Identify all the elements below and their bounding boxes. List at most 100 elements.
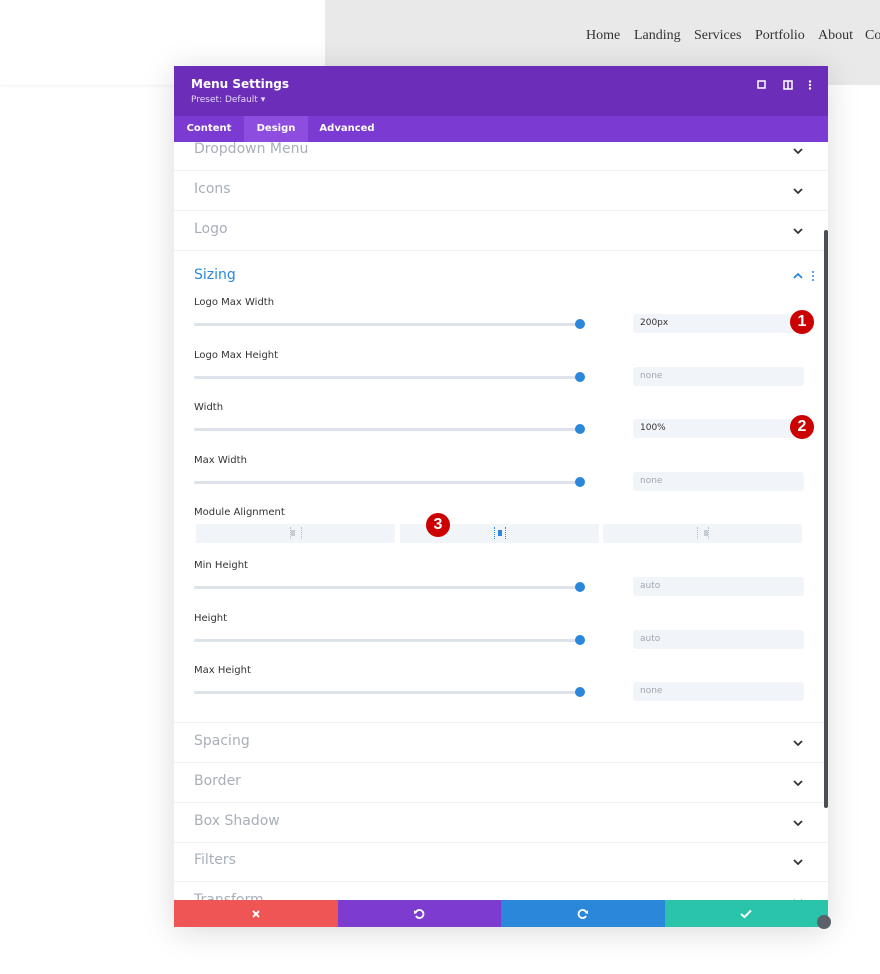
- value-input[interactable]: 200px: [633, 314, 804, 333]
- slider-track[interactable]: [194, 586, 580, 589]
- check-icon: [740, 909, 752, 918]
- callout-badge: 2: [790, 415, 814, 439]
- field-label: Max Height: [194, 665, 251, 677]
- section-title[interactable]: Filters: [194, 852, 236, 868]
- alignment-button[interactable]: [400, 524, 599, 544]
- divider: [174, 170, 828, 171]
- chevron[interactable]: [793, 780, 803, 786]
- value-input[interactable]: 100%: [633, 419, 804, 439]
- field-label: Logo Max Width: [194, 297, 275, 308]
- preset-label[interactable]: Preset: Default: [191, 95, 258, 105]
- alignment-button[interactable]: [603, 524, 802, 544]
- section-title[interactable]: Logo: [194, 221, 228, 237]
- section-title[interactable]: Border: [194, 773, 241, 789]
- tab[interactable]: Content: [186, 123, 232, 134]
- callout-badge: 3: [426, 513, 450, 537]
- divider: [174, 250, 828, 251]
- section-title[interactable]: Dropdown Menu: [194, 141, 309, 157]
- modal-header: Menu Settings Preset: Default ▾: [174, 66, 828, 116]
- section-title[interactable]: Box Shadow: [194, 813, 280, 829]
- field-label: Logo Max Height: [194, 349, 279, 361]
- divider: [174, 210, 828, 211]
- section-menu-dot[interactable]: [812, 279, 814, 281]
- divider: [174, 842, 828, 843]
- field-label: Width: [194, 402, 224, 414]
- close-icon: [252, 909, 260, 918]
- field-label: Height: [194, 612, 228, 624]
- modal-title: Menu Settings: [191, 77, 289, 91]
- footer: [174, 900, 828, 927]
- callout-badge: 1: [790, 310, 814, 334]
- chevron[interactable]: [793, 228, 803, 234]
- alignment-bar: [704, 530, 708, 537]
- slider-knob[interactable]: [575, 687, 585, 698]
- more-dot[interactable]: [808, 80, 812, 83]
- resize-handle[interactable]: [817, 915, 831, 929]
- divider: [174, 881, 828, 882]
- divider: [174, 762, 828, 763]
- slider-track[interactable]: [194, 428, 580, 432]
- slider-knob[interactable]: [575, 634, 585, 645]
- field-label: Min Height: [194, 560, 248, 571]
- slider-track[interactable]: [194, 691, 580, 695]
- value-input[interactable]: none: [633, 366, 804, 386]
- value-input[interactable]: auto: [633, 577, 804, 596]
- alignment-bar: [291, 530, 295, 537]
- alignment-icon: [697, 527, 709, 540]
- chevron[interactable]: [793, 273, 803, 279]
- nav-link[interactable]: About: [818, 28, 853, 43]
- slider-knob[interactable]: [575, 371, 585, 382]
- preset[interactable]: Preset: Default ▾: [191, 95, 266, 105]
- nav-link[interactable]: Services: [694, 28, 742, 43]
- slider-knob[interactable]: [575, 476, 585, 487]
- section-title[interactable]: Icons: [194, 181, 231, 197]
- header-icons: [757, 80, 812, 90]
- value-input[interactable]: none: [633, 682, 804, 702]
- nav-link[interactable]: Landing: [634, 28, 681, 43]
- slider-track[interactable]: [194, 638, 580, 642]
- fullscreen-icon[interactable]: [757, 80, 766, 89]
- slider-track[interactable]: [194, 323, 580, 326]
- nav-link[interactable]: Home: [586, 28, 621, 43]
- undo-button[interactable]: [337, 900, 501, 927]
- slider-knob[interactable]: [575, 424, 585, 435]
- value-input[interactable]: auto: [633, 629, 804, 649]
- chevron[interactable]: [793, 859, 803, 865]
- field-label: Module Alignment: [194, 507, 285, 519]
- chevron[interactable]: [793, 148, 803, 154]
- more-dot[interactable]: [808, 87, 812, 90]
- more-dot[interactable]: [808, 83, 812, 87]
- discard-button[interactable]: [174, 900, 338, 927]
- tab-bar: Content Design Advanced: [174, 116, 828, 142]
- section-title[interactable]: Spacing: [194, 733, 250, 749]
- nav-link[interactable]: Portfolio: [755, 28, 805, 43]
- alignment-bar: [498, 530, 502, 537]
- nav-link[interactable]: Co: [865, 28, 880, 43]
- slider-track[interactable]: [194, 375, 580, 379]
- undo-icon: [414, 908, 425, 919]
- modal: Menu Settings Preset: Default ▾ Content D…: [174, 66, 828, 927]
- field-label: Max Width: [194, 454, 247, 466]
- alignment-button[interactable]: [196, 524, 395, 544]
- divider: [174, 802, 828, 803]
- section-title[interactable]: Sizing: [194, 267, 236, 283]
- scrollbar[interactable]: [824, 230, 828, 808]
- save-button[interactable]: [664, 900, 828, 927]
- redo-icon: [577, 908, 588, 919]
- slider-knob[interactable]: [575, 319, 585, 329]
- tab[interactable]: Advanced: [319, 123, 375, 134]
- slider-knob[interactable]: [575, 582, 585, 592]
- slider-track[interactable]: [194, 480, 580, 484]
- alignment-icon: [290, 527, 302, 540]
- value-input[interactable]: none: [633, 471, 804, 491]
- alignment-icon: [494, 527, 506, 540]
- redo-button[interactable]: [501, 900, 665, 927]
- chevron[interactable]: [793, 740, 803, 746]
- tab[interactable]: Design: [244, 116, 308, 142]
- section-menu-dot[interactable]: [812, 275, 814, 277]
- divider: [174, 722, 828, 723]
- chevron[interactable]: [793, 188, 803, 194]
- chevron[interactable]: [793, 820, 803, 826]
- section-menu-dot[interactable]: [812, 271, 814, 273]
